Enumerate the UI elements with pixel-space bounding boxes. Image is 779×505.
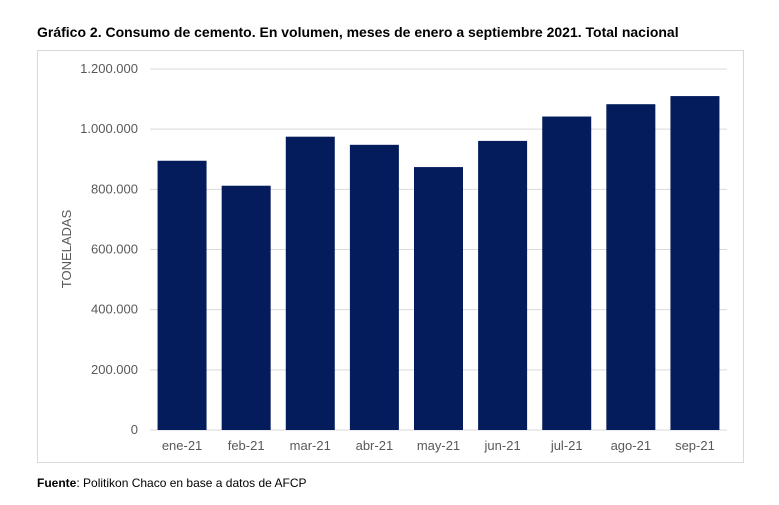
y-axis-ticks: 0 200.000 400.000 600.000 800.000 1.000.000 1.…	[80, 61, 138, 437]
bar-jun-21	[478, 140, 528, 430]
x-tick-label: feb-21	[228, 438, 265, 453]
bar-sep-21	[670, 96, 720, 430]
x-tick-label: may-21	[417, 438, 460, 453]
y-tick-label: 600.000	[91, 242, 138, 257]
y-tick-label: 1.200.000	[80, 61, 138, 76]
bar-feb-21	[221, 185, 271, 430]
x-tick-label: ago-21	[611, 438, 651, 453]
x-tick-label: sep-21	[675, 438, 715, 453]
bar-ago-21	[606, 104, 656, 430]
y-tick-label: 400.000	[91, 302, 138, 317]
x-tick-label: mar-21	[290, 438, 331, 453]
chart-title: Gráfico 2. Consumo de cemento. En volume…	[37, 24, 679, 40]
source-label: Fuente	[37, 476, 77, 490]
x-tick-label: jul-21	[550, 438, 583, 453]
y-tick-label: 800.000	[91, 181, 138, 196]
bar-may-21	[414, 167, 463, 431]
x-tick-label: jun-21	[484, 438, 521, 453]
bar-mar-21	[285, 136, 335, 430]
y-tick-label: 200.000	[91, 362, 138, 377]
bar-abr-21	[349, 144, 399, 430]
bar-jul-21	[542, 116, 592, 430]
y-axis-label: TONELADAS	[59, 209, 74, 288]
chart-area	[37, 50, 744, 463]
y-tick-label: 1.000.000	[80, 121, 138, 136]
bars	[157, 96, 720, 431]
source-note: Fuente: Politikon Chaco en base a datos …	[37, 476, 306, 490]
x-tick-label: ene-21	[162, 438, 202, 453]
x-tick-label: abr-21	[356, 438, 394, 453]
x-axis-ticks: ene-21 feb-21 mar-21 abr-21 may-21 jun-21 jul-…	[162, 438, 715, 453]
bar-ene-21	[157, 160, 207, 431]
source-text: : Politikon Chaco en base a datos de AFC…	[76, 476, 307, 490]
y-tick-label: 0	[131, 422, 138, 437]
